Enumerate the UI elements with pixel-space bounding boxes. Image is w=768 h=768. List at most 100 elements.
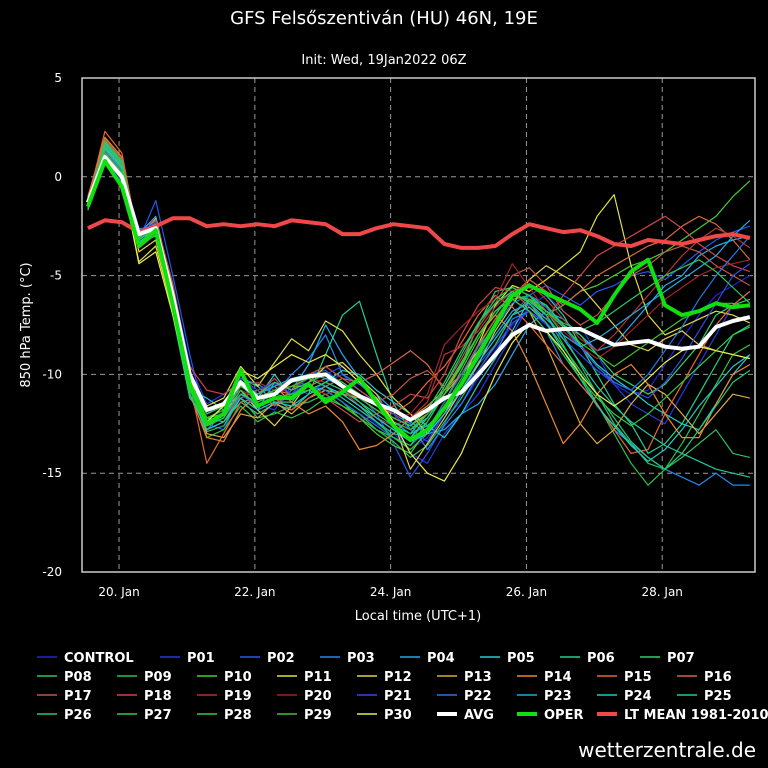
legend-label: AVG xyxy=(464,708,494,723)
series-line-avg xyxy=(86,155,751,422)
legend-label: P10 xyxy=(224,670,252,685)
legend-item-p01: P01 xyxy=(160,651,215,666)
legend-item-p18: P18 xyxy=(117,689,172,704)
legend-label: P22 xyxy=(464,689,492,704)
chart-subtitle: Init: Wed, 19Jan2022 06Z xyxy=(301,53,466,68)
legend-item-p30: P30 xyxy=(357,708,412,723)
legend-item-p25: P25 xyxy=(677,689,732,704)
legend-item-p06: P06 xyxy=(560,651,615,666)
series-line-oper xyxy=(86,159,751,442)
legend-item-p16: P16 xyxy=(677,670,732,685)
legend-label: P08 xyxy=(64,670,92,685)
legend-label: P06 xyxy=(587,651,615,666)
legend-item-p21: P21 xyxy=(357,689,412,704)
legend-item-p27: P27 xyxy=(117,708,172,723)
legend-item-p07: P07 xyxy=(640,651,695,666)
legend-item-p09: P09 xyxy=(117,670,172,685)
legend-label: P26 xyxy=(64,708,92,723)
legend-label: P05 xyxy=(507,651,535,666)
legend-label: P25 xyxy=(704,689,732,704)
series-line-p25 xyxy=(87,142,751,478)
legend-label: P09 xyxy=(144,670,172,685)
legend-item-control: CONTROL xyxy=(37,651,134,666)
legend: CONTROL P01 P02 P03 P04 P05 P06 P07 P08 P09 P10 P11… xyxy=(37,651,768,723)
legend-item-avg: AVG xyxy=(437,708,494,723)
y-tick-label: 5 xyxy=(54,71,62,85)
legend-item-lt-mean-1981-2010: LT MEAN 1981-2010 xyxy=(597,708,768,723)
series-line-p18 xyxy=(87,148,751,423)
series-lines xyxy=(86,130,751,486)
legend-item-p29: P29 xyxy=(277,708,332,723)
series-line-p13 xyxy=(87,142,751,445)
legend-label: P23 xyxy=(544,689,572,704)
x-tick-label: 24. Jan xyxy=(370,585,411,599)
legend-item-p14: P14 xyxy=(517,670,572,685)
legend-label: P12 xyxy=(384,670,412,685)
series-line-p24 xyxy=(87,146,751,462)
legend-label: P04 xyxy=(427,651,455,666)
watermark: wetterzentrale.de xyxy=(578,738,756,762)
series-line-p10 xyxy=(87,152,751,454)
series-line-p26 xyxy=(87,144,751,470)
legend-label: P01 xyxy=(187,651,215,666)
legend-label: P13 xyxy=(464,670,492,685)
legend-item-p19: P19 xyxy=(197,689,252,704)
legend-item-p11: P11 xyxy=(277,670,332,685)
y-tick-label: -10 xyxy=(42,367,62,381)
legend-label: P20 xyxy=(304,689,332,704)
legend-label: OPER xyxy=(544,708,583,723)
x-axis-label: Local time (UTC+1) xyxy=(355,609,481,624)
x-tick-label: 28. Jan xyxy=(642,585,683,599)
x-tick-label: 20. Jan xyxy=(98,585,139,599)
y-tick-label: 0 xyxy=(54,170,62,184)
y-tick-label: -5 xyxy=(50,269,62,283)
legend-label: P18 xyxy=(144,689,172,704)
legend-item-p22: P22 xyxy=(437,689,492,704)
series-line-p01 xyxy=(87,158,751,464)
x-tick-label: 22. Jan xyxy=(234,585,275,599)
legend-item-p28: P28 xyxy=(197,708,252,723)
series-line-p27 xyxy=(87,148,751,427)
legend-label: P07 xyxy=(667,651,695,666)
legend-label: P15 xyxy=(624,670,652,685)
legend-label: P11 xyxy=(304,670,332,685)
series-line-p21 xyxy=(87,154,751,443)
legend-item-p04: P04 xyxy=(400,651,455,666)
chart-title: GFS Felsőszentiván (HU) 46N, 19E xyxy=(230,8,538,29)
legend-label: P14 xyxy=(544,670,572,685)
legend-label: P19 xyxy=(224,689,252,704)
legend-item-p12: P12 xyxy=(357,670,412,685)
y-tick-label: -15 xyxy=(42,466,62,480)
series-line-lt-mean-1981-2010 xyxy=(87,216,751,250)
legend-label: P24 xyxy=(624,689,652,704)
tick-labels: 5 0 -5 -10 -15 -20 20. Jan 22. Jan 24. Jan 26. Ja… xyxy=(42,71,683,599)
legend-item-p24: P24 xyxy=(597,689,652,704)
legend-item-p02: P02 xyxy=(240,651,295,666)
legend-item-p13: P13 xyxy=(437,670,492,685)
series-line-p05 xyxy=(87,144,751,439)
legend-label: P21 xyxy=(384,689,412,704)
legend-item-p17: P17 xyxy=(37,689,92,704)
legend-label: P02 xyxy=(267,651,295,666)
legend-label: P27 xyxy=(144,708,172,723)
legend-label: P30 xyxy=(384,708,412,723)
series-line-p14 xyxy=(87,136,751,451)
legend-label: P17 xyxy=(64,689,92,704)
series-line-p06 xyxy=(87,140,751,454)
series-line-p15 xyxy=(87,130,751,464)
legend-item-p03: P03 xyxy=(320,651,375,666)
legend-label: P16 xyxy=(704,670,732,685)
legend-item-p15: P15 xyxy=(597,670,652,685)
legend-item-p08: P08 xyxy=(37,670,92,685)
y-axis-label: 850 hPa Temp. (°C) xyxy=(19,262,34,387)
legend-item-p26: P26 xyxy=(37,708,92,723)
legend-label: LT MEAN 1981-2010 xyxy=(624,708,768,723)
legend-item-p20: P20 xyxy=(277,689,332,704)
legend-label: P03 xyxy=(347,651,375,666)
legend-label: P29 xyxy=(304,708,332,723)
legend-item-oper: OPER xyxy=(517,708,583,723)
legend-item-p23: P23 xyxy=(517,689,572,704)
legend-label: CONTROL xyxy=(64,651,134,666)
y-tick-label: -20 xyxy=(42,565,62,579)
